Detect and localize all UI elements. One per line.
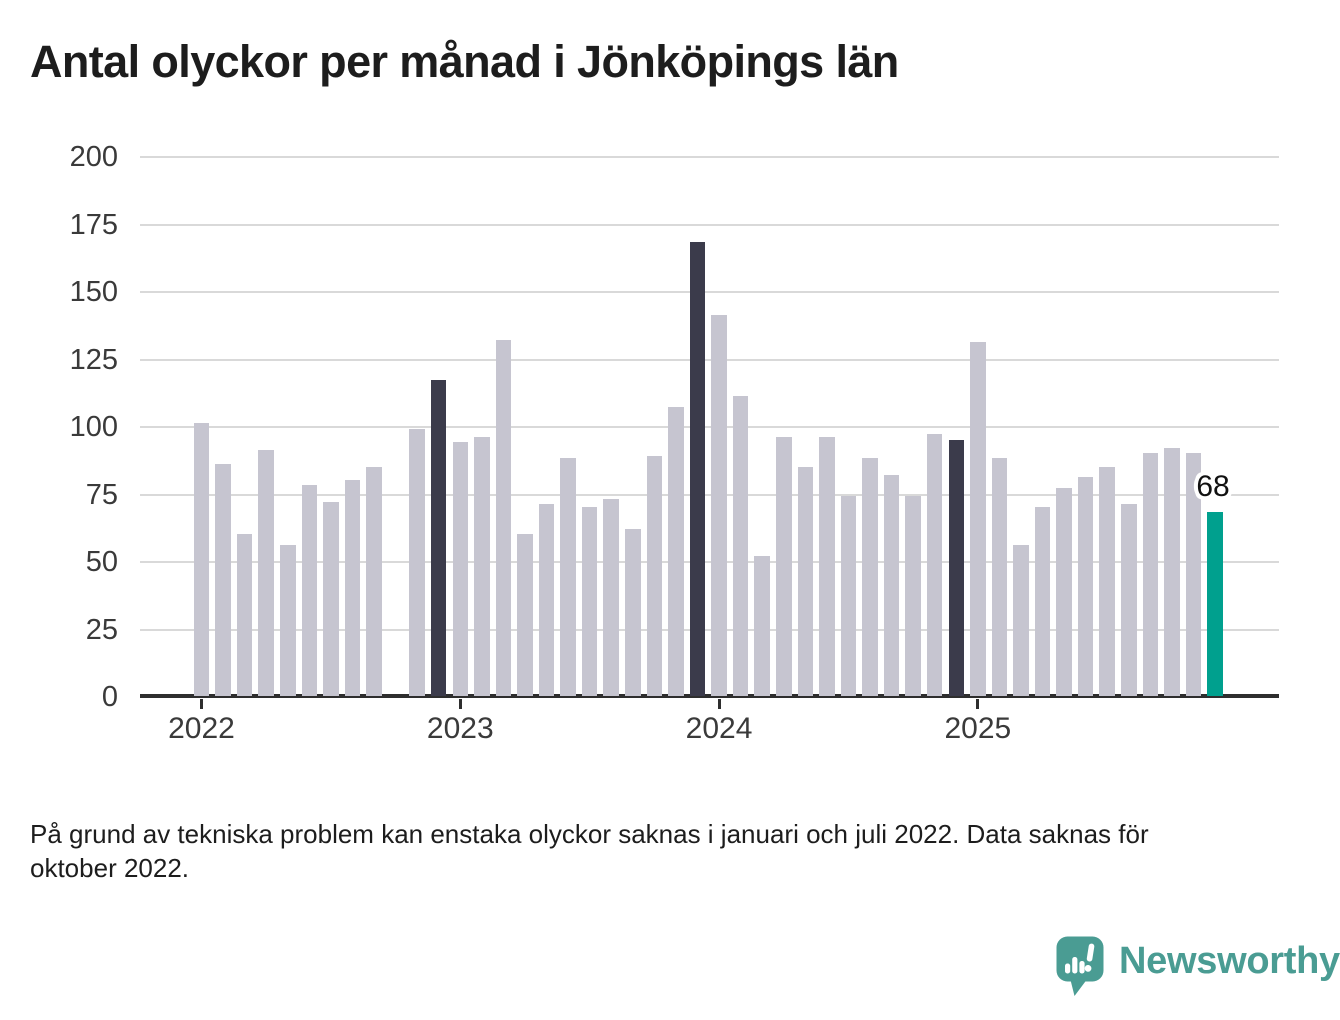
- gridline-125: [140, 358, 1279, 361]
- y-axis-label-50: 50: [85, 546, 118, 578]
- bar-2023-06: [560, 458, 576, 696]
- bar-2025-06: [1077, 477, 1094, 696]
- bar-2024-12: [948, 439, 965, 696]
- bar-2022-03: [236, 534, 253, 696]
- footnote-line-1: På grund av tekniska problem kan enstaka…: [30, 819, 1149, 849]
- x-axis-label-2025: 2025: [944, 712, 1012, 745]
- gridline-150: [140, 291, 1279, 293]
- bar-2023-09: [625, 528, 641, 696]
- current-bar-value-label: 68: [1196, 470, 1230, 504]
- y-axis-label-200: 200: [69, 141, 118, 173]
- bar-2024-08: [862, 458, 878, 696]
- bar-2023-05: [538, 504, 555, 696]
- chart-title: Antal olyckor per månad i Jönköpings län: [30, 36, 899, 87]
- bar-2025-05: [1056, 488, 1072, 696]
- speech-bubble-bar-chart-icon: [1056, 936, 1104, 996]
- bar-2023-07: [581, 507, 598, 696]
- bar-2025-07: [1099, 466, 1115, 696]
- bar-2022-06: [301, 485, 318, 696]
- bar-2024-11: [926, 434, 943, 696]
- bar-2025-04: [1034, 507, 1051, 696]
- footnote-line-2: oktober 2022.: [30, 853, 190, 883]
- bar-2024-03: [754, 555, 770, 696]
- bar-2023-02: [474, 436, 490, 696]
- y-axis-label-175: 175: [69, 208, 118, 241]
- bar-2024-01: [711, 315, 727, 696]
- bar-2024-04: [776, 436, 792, 696]
- bar-2022-08: [344, 480, 361, 696]
- bar-2024-09: [883, 474, 900, 696]
- bar-2024-02: [732, 396, 749, 696]
- x-axis-tick-2022: [200, 699, 203, 709]
- bar-2023-04: [517, 534, 533, 696]
- bar-2022-12: [430, 380, 447, 696]
- bar-2025-10: [1164, 447, 1180, 696]
- y-axis-label-150: 150: [69, 276, 118, 308]
- brand-name: Newsworthy: [1119, 940, 1340, 982]
- bar-2022-11: [409, 428, 425, 696]
- bar-2022-05: [280, 544, 296, 696]
- gridline-175: [140, 223, 1279, 226]
- bar-2023-10: [646, 455, 663, 696]
- gridline-50: [140, 561, 1279, 563]
- x-axis-tick-2025: [976, 699, 980, 709]
- x-axis-label-2022: 2022: [168, 712, 235, 745]
- bar-2022-07: [323, 501, 339, 696]
- bar-2022-04: [258, 450, 274, 696]
- y-axis-label-75: 75: [85, 478, 118, 511]
- gridline-100: [140, 426, 1279, 428]
- gridline-200: [140, 156, 1279, 158]
- bar-2022-01: [193, 423, 210, 696]
- x-axis-tick-2024: [717, 699, 721, 709]
- x-axis-label-2024: 2024: [685, 712, 753, 745]
- bar-2024-06: [819, 436, 835, 696]
- bar-2023-03: [495, 339, 512, 696]
- bar-2023-01: [452, 442, 469, 696]
- bar-2025-01: [970, 342, 986, 696]
- x-axis-label-2023: 2023: [426, 712, 494, 745]
- bar-2025-09: [1142, 453, 1159, 696]
- footnote: På grund av tekniska problem kan enstaka…: [30, 817, 1149, 885]
- y-axis-label-25: 25: [85, 613, 118, 646]
- bar-2023-12: [689, 242, 706, 696]
- x-axis-tick-2023: [458, 699, 462, 709]
- bar-2025-12: [1207, 512, 1223, 696]
- bar-2025-11: [1185, 453, 1202, 696]
- bar-2025-02: [991, 458, 1008, 696]
- bar-2024-07: [840, 496, 857, 696]
- bar-2025-08: [1121, 504, 1137, 696]
- bar-2022-02: [215, 463, 231, 696]
- bar-2023-08: [603, 498, 619, 696]
- gridline-75: [140, 493, 1279, 496]
- y-axis-label-0: 0: [101, 681, 118, 713]
- y-axis-label-100: 100: [69, 411, 118, 443]
- bar-2024-05: [797, 466, 814, 696]
- y-axis-label-125: 125: [69, 343, 118, 376]
- bar-2025-03: [1013, 544, 1029, 696]
- branding: Newsworthy: [1056, 936, 1340, 999]
- gridline-25: [140, 628, 1279, 631]
- bar-2024-10: [905, 496, 921, 696]
- bar-2022-09: [366, 466, 382, 696]
- x-axis-line: [140, 694, 1279, 698]
- bar-2023-11: [668, 407, 684, 696]
